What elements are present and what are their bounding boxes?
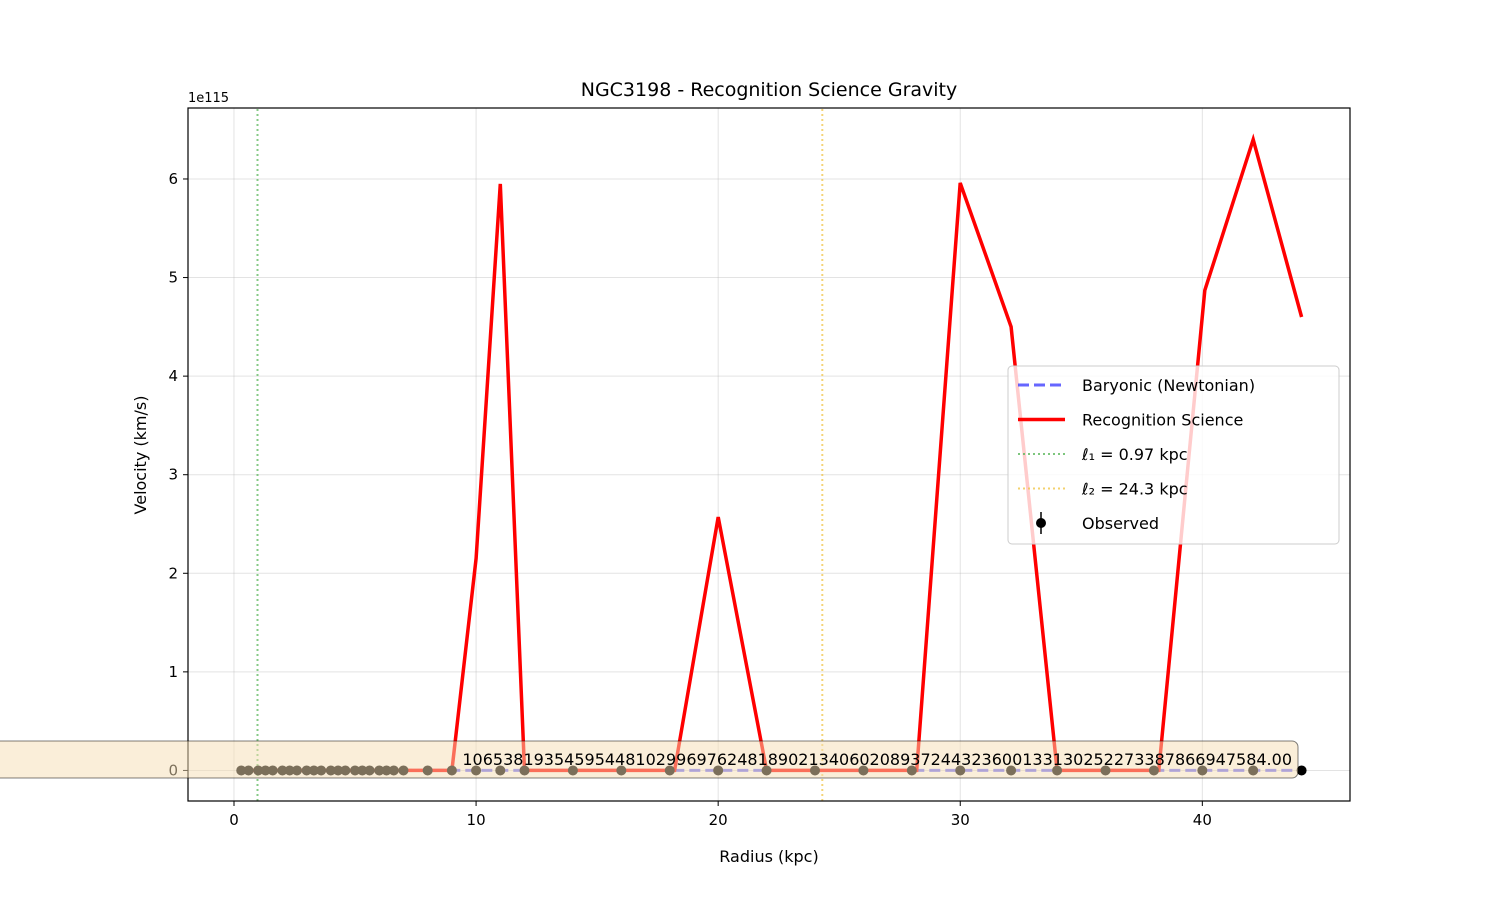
y-tick-label: 4	[168, 367, 178, 385]
legend-marker	[1036, 518, 1046, 528]
x-tick-label: 20	[709, 811, 728, 829]
x-axis-ticks: 0 10 20 30 40	[229, 801, 1212, 829]
legend-label: Recognition Science	[1082, 411, 1243, 430]
annotation-box	[0, 740, 1299, 779]
chart-title: NGC3198 - Recognition Science Gravity	[581, 79, 958, 101]
y-tick-label: 6	[168, 170, 178, 188]
y-axis-label: Velocity (km/s)	[131, 396, 150, 515]
reference-lines	[256, 108, 824, 801]
x-tick-label: 10	[467, 811, 486, 829]
x-axis-label: Radius (kpc)	[719, 847, 818, 866]
legend-label: ℓ₂ = 24.3 kpc	[1081, 480, 1188, 499]
legend-label: ℓ₁ = 0.97 kpc	[1081, 445, 1188, 464]
legend-label: Baryonic (Newtonian)	[1082, 376, 1255, 395]
observed-point	[1296, 765, 1307, 776]
value-annotation: 1065381935459544810299697624818902134060…	[0, 740, 1299, 779]
y-tick-label: 5	[168, 269, 178, 287]
legend-box	[1007, 365, 1340, 545]
plot-frame	[187, 107, 1351, 802]
y-tick-label: 1	[168, 663, 178, 681]
x-tick-label: 0	[229, 811, 239, 829]
y-tick-label: 3	[168, 466, 178, 484]
y-tick-label: 2	[168, 564, 178, 582]
legend: Baryonic (Newtonian) Recognition Science ℓ…	[1007, 365, 1340, 545]
legend-label: Observed	[1082, 514, 1159, 533]
y-offset-label: 1e115	[188, 91, 229, 106]
x-tick-label: 40	[1193, 811, 1212, 829]
annotation-text: 1065381935459544810299697624818902134060…	[462, 750, 1292, 769]
x-tick-label: 30	[951, 811, 970, 829]
